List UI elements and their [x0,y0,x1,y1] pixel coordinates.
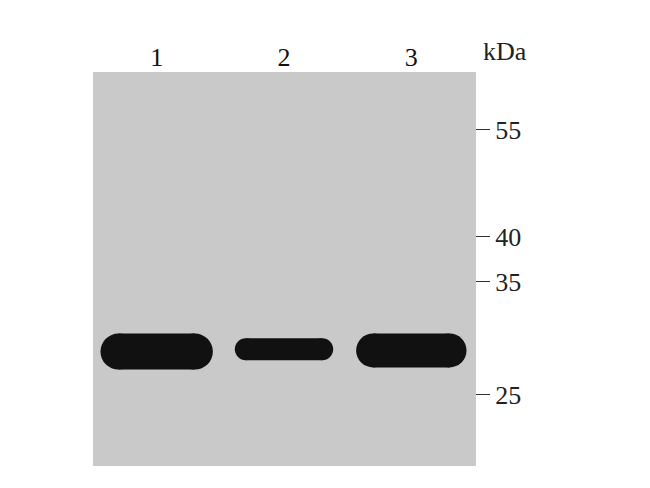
svg-text:40: 40 [495,223,521,252]
svg-text:35: 35 [495,268,521,297]
svg-text:3: 3 [405,43,418,72]
svg-text:1: 1 [150,43,163,72]
svg-text:kDa: kDa [483,37,527,66]
svg-text:2: 2 [278,43,291,72]
svg-text:25: 25 [495,381,521,410]
svg-text:55: 55 [495,116,521,145]
